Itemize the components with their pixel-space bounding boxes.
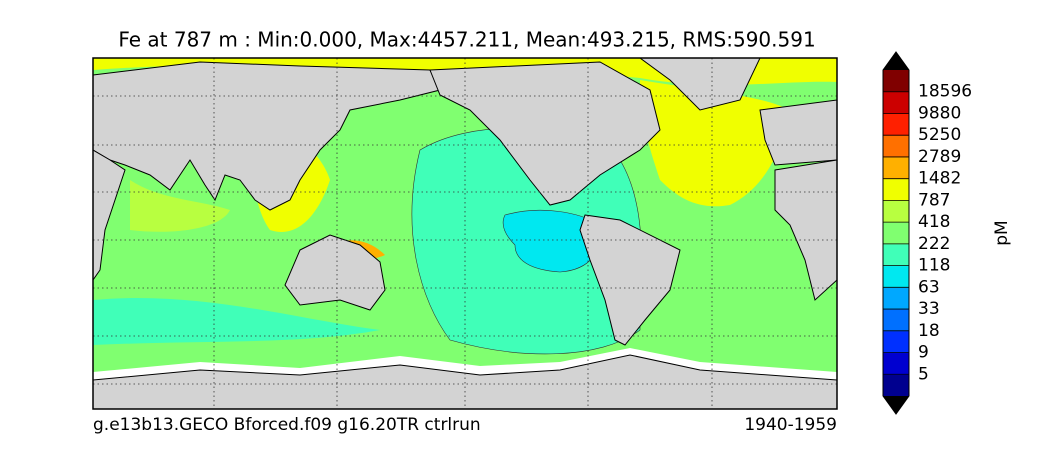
southern-field [93,297,380,345]
indian-field [130,180,230,232]
africa-east [93,149,126,281]
colorbar-tick-label: 2789 [918,147,961,167]
colorbar-extend-top [883,52,909,70]
colorbar-outline [882,51,910,415]
colorbar-extend-bottom [883,396,909,414]
colorbar-band [883,113,909,136]
colorbar-band [883,156,909,180]
colorbar-band [883,265,909,288]
colorbar-band [883,178,909,201]
colorbar-band [883,309,909,332]
colorbar-band [883,135,909,158]
colorbar-band [883,330,909,354]
graticule [93,58,837,409]
colorbar-label: pM [992,220,1012,245]
atlantic-field [640,80,790,207]
colorbar-band [883,91,909,114]
colorbar-band [883,352,909,375]
colorbar-tick-label: 9 [918,343,929,363]
colorbar: 5918336311822241878714822789525098801859… [882,51,972,415]
colorbar-tick-label: 9880 [918,103,961,123]
colorbar-tick-label: 418 [918,212,950,232]
footer-right: 1940-1959 [744,415,837,435]
footer-left: g.e13b13.GECO Bforced.f09 g16.20TR ctrlr… [93,415,481,435]
colorbar-tick-label: 222 [918,234,950,254]
colorbar-tick-label: 63 [918,277,940,297]
colorbar-band [883,222,909,245]
map-frame [92,57,838,410]
colorbar-band [883,287,909,310]
colorbar-band [883,243,909,267]
greenland [639,58,761,111]
africa-west [774,159,837,301]
colorbar-tick-label: 33 [918,299,940,319]
colorbar-band [883,70,909,93]
colorbar-tick-label: 787 [918,190,950,210]
colorbar-tick-label: 18 [918,321,940,341]
pacific-cyan [502,210,602,273]
map-title: Fe at 787 m : Min:0.000, Max:4457.211, M… [118,28,815,52]
europe [759,99,837,166]
colorbar-tick-label: 18596 [918,82,972,102]
map-area [93,58,837,409]
colorbar-tick-label: 5250 [918,125,961,145]
colorbar-band [883,374,909,397]
colorbar-tick-label: 118 [918,256,950,276]
north-america [429,61,661,206]
colorbar-tick-label: 5 [918,364,929,384]
colorbar-band [883,200,909,223]
colorbar-tick-label: 1482 [918,169,961,189]
